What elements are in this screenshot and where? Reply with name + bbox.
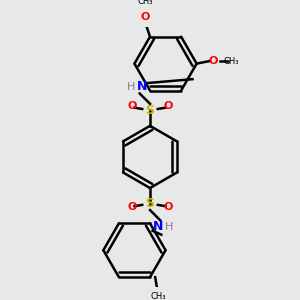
- Text: CH₃: CH₃: [224, 56, 239, 65]
- Text: O: O: [164, 101, 173, 111]
- Text: H: H: [165, 222, 174, 232]
- Text: N: N: [153, 220, 163, 233]
- Text: O: O: [209, 56, 218, 66]
- Text: S: S: [146, 197, 154, 210]
- Text: CH₃: CH₃: [137, 0, 153, 6]
- Text: N: N: [137, 80, 147, 94]
- Text: O: O: [164, 202, 173, 212]
- Text: O: O: [140, 12, 149, 22]
- Text: CH₃: CH₃: [150, 292, 166, 300]
- Text: O: O: [127, 101, 136, 111]
- Text: O: O: [127, 202, 136, 212]
- Text: H: H: [126, 82, 135, 92]
- Text: S: S: [146, 104, 154, 117]
